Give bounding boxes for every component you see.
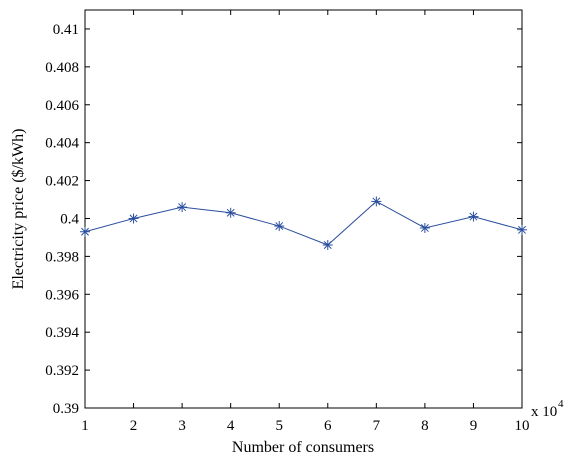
x-tick-label: 1 — [81, 418, 89, 434]
x-axis-multiplier-exponent: 4 — [558, 398, 564, 410]
y-tick-label: 0.392 — [45, 363, 79, 379]
x-axis-title: Number of consumers — [232, 439, 374, 456]
series-line — [84, 200, 523, 246]
data-point-marker — [322, 240, 333, 251]
y-tick-label: 0.39 — [53, 401, 79, 417]
y-tick-label: 0.394 — [45, 325, 79, 341]
data-point-marker — [468, 211, 479, 222]
y-tick-label: 0.4 — [60, 211, 79, 227]
y-tick-label: 0.402 — [45, 174, 79, 190]
x-tick-label: 9 — [470, 418, 478, 434]
data-point-marker — [274, 221, 285, 232]
data-point-marker — [225, 207, 236, 218]
x-axis-multiplier: x 10 — [531, 404, 557, 420]
data-point-marker — [371, 196, 382, 207]
x-tick-label: 5 — [275, 418, 283, 434]
data-point-marker — [517, 224, 527, 235]
y-axis-ticks: 0.39 0.392 0.394 0.396 0.398 0.4 0.402 0.404 0.4… — [45, 22, 522, 417]
x-tick-label: 10 — [515, 418, 530, 434]
x-tick-label: 6 — [324, 418, 332, 434]
y-tick-label: 0.41 — [53, 22, 79, 38]
x-tick-label: 3 — [178, 418, 186, 434]
data-point-marker — [177, 202, 188, 213]
y-tick-label: 0.408 — [45, 60, 79, 76]
x-axis-ticks: 1 2 3 4 5 6 7 8 9 10 — [81, 10, 530, 434]
x-tick-label: 4 — [227, 418, 235, 434]
data-point-marker — [419, 222, 430, 233]
data-point-marker — [80, 226, 90, 237]
data-point-marker — [128, 213, 139, 224]
y-axis-title: Electricity price ($/kWh) — [10, 129, 27, 290]
y-tick-label: 0.398 — [45, 249, 79, 265]
y-tick-label: 0.404 — [45, 136, 79, 152]
x-tick-label: 8 — [421, 418, 429, 434]
plot-area — [84, 9, 523, 409]
data-series — [80, 196, 527, 251]
x-tick-label: 7 — [373, 418, 381, 434]
x-tick-label: 2 — [130, 418, 138, 434]
y-tick-label: 0.406 — [45, 98, 79, 114]
y-tick-label: 0.396 — [45, 287, 79, 303]
